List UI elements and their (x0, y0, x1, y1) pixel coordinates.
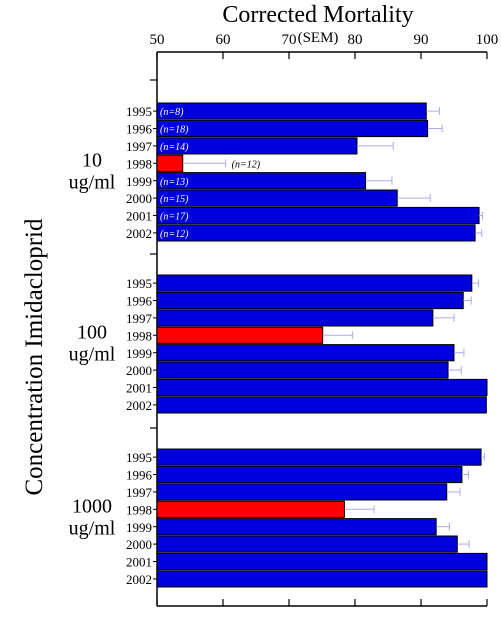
bar-2001 (156, 552, 488, 571)
bar-1996 (156, 291, 464, 310)
year-label: 1997 (126, 139, 153, 154)
bar-1997 (156, 483, 448, 501)
x-tick-label: 80 (348, 32, 363, 48)
bar-group-10: (n=8) (n=18) (n=14) (n=12) (n=13) (n=15) (n=17… (156, 102, 483, 242)
sample-size-label: (n=15) (160, 194, 189, 205)
year-label: 1996 (126, 468, 153, 483)
bar-2001 (156, 206, 480, 225)
x-tick-label: 60 (216, 32, 231, 48)
year-label: 1995 (126, 450, 152, 465)
x-tick-label: 90 (414, 32, 429, 48)
y-axis-label: Concentration Imidacloprid (21, 218, 48, 496)
year-label: 1999 (126, 346, 152, 361)
bar-2002 (156, 570, 488, 588)
group-label-unit: ug/ml (69, 172, 116, 194)
year-label: 1997 (126, 485, 153, 500)
bar-2000 (156, 535, 458, 553)
bar-1997 (156, 137, 358, 155)
x-tick-label: 70 (282, 32, 297, 48)
x-tick-label: 100 (476, 32, 499, 48)
year-label: 1999 (126, 174, 152, 189)
bar-1995 (156, 274, 473, 292)
year-label: 1995 (126, 104, 152, 119)
year-label: 1996 (126, 122, 153, 137)
bar-1997 (156, 309, 434, 327)
bar-2002 (156, 224, 476, 242)
year-label: 1998 (126, 156, 152, 171)
year-label: 2002 (126, 226, 152, 241)
bar-2000 (156, 189, 398, 207)
year-label: 2002 (126, 572, 152, 587)
year-label: 2001 (126, 381, 152, 396)
year-label: 2000 (126, 191, 152, 206)
sample-size-label: (n=18) (160, 125, 189, 136)
year-label: 2002 (126, 398, 152, 413)
year-label: 1997 (126, 311, 153, 326)
chart-title: Corrected Mortality (222, 2, 413, 28)
bar-group-1000 (156, 448, 488, 588)
bar-2001 (156, 378, 488, 397)
bar-group-100 (156, 274, 488, 414)
group-label-unit: ug/ml (69, 518, 116, 540)
bar-1995 (156, 448, 482, 466)
group-label-concentration: 10 (82, 150, 102, 172)
year-label: 2001 (126, 209, 152, 224)
chart-subtitle: (SEM) (298, 30, 339, 46)
group-label-concentration: 1000 (72, 496, 112, 518)
group-label-unit: ug/ml (69, 344, 116, 366)
bar-1998 (156, 500, 345, 518)
bars: (n=8) (n=18) (n=14) (n=12) (n=13) (n=15) (n=17… (156, 102, 488, 588)
sample-size-label: (n=17) (160, 212, 189, 223)
bar-1999 (156, 518, 437, 536)
bar-1996 (156, 119, 429, 138)
bar-2000 (156, 361, 449, 379)
bar-1998 (156, 326, 324, 344)
year-label: 1998 (126, 502, 152, 517)
group-label-concentration: 100 (77, 322, 107, 344)
year-label: 2000 (126, 363, 152, 378)
bar-1995 (156, 102, 427, 120)
year-label: 1999 (126, 520, 152, 535)
year-label: 1995 (126, 276, 152, 291)
sample-size-label: (n=13) (160, 177, 189, 188)
year-label: 2001 (126, 555, 152, 570)
bar-1996 (156, 465, 463, 484)
sample-size-label: (n=8) (160, 107, 184, 118)
sample-size-label: (n=14) (160, 142, 189, 153)
bar-2002 (156, 396, 487, 414)
sample-size-label: (n=12) (232, 159, 261, 170)
x-tick-label: 50 (150, 32, 165, 48)
bar-1999 (156, 344, 455, 362)
year-label: 1996 (126, 294, 153, 309)
year-label: 1998 (126, 328, 152, 343)
sample-size-label: (n=12) (160, 229, 189, 240)
year-label: 2000 (126, 537, 152, 552)
bar-1998 (156, 154, 184, 172)
category-labels: 10ug/ml199519961997199819992000200120021… (69, 104, 153, 587)
